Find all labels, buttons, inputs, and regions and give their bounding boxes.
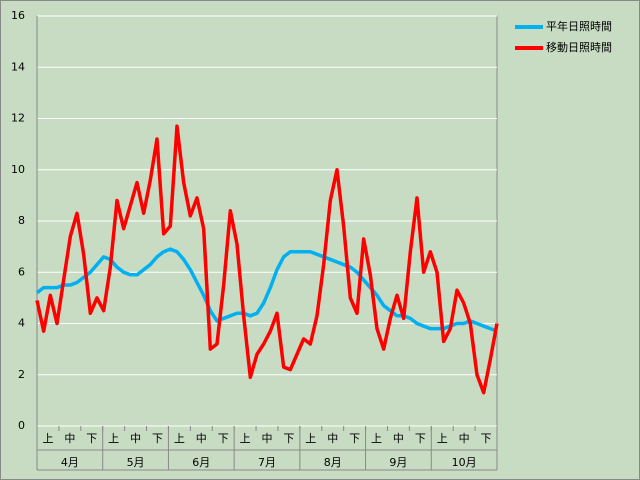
x-group-label: 6月: [192, 456, 210, 469]
x-tick-label: 中: [130, 432, 141, 445]
x-group-label: 9月: [389, 456, 407, 469]
x-tick-label: 上: [371, 432, 382, 445]
y-tick-label: 6: [18, 265, 25, 278]
x-tick-label: 下: [415, 432, 426, 445]
x-tick-label: 上: [240, 432, 251, 445]
legend-label: 平年日照時間: [546, 19, 612, 33]
x-tick-label: 下: [86, 432, 97, 445]
x-tick-label: 上: [437, 432, 448, 445]
x-group-label: 10月: [452, 456, 477, 469]
y-tick-label: 14: [11, 60, 25, 73]
x-tick-label: 上: [108, 432, 119, 445]
y-tick-label: 0: [18, 419, 25, 432]
y-tick-label: 4: [18, 317, 25, 330]
x-tick-label: 中: [393, 432, 404, 445]
x-tick-label: 下: [218, 432, 229, 445]
x-tick-label: 中: [196, 432, 207, 445]
y-tick-label: 8: [18, 214, 25, 227]
y-tick-label: 2: [18, 368, 25, 381]
x-group-label: 8月: [324, 456, 342, 469]
x-group-label: 5月: [127, 456, 145, 469]
x-group-label: 7月: [258, 456, 276, 469]
x-tick-label: 下: [481, 432, 492, 445]
x-tick-label: 中: [459, 432, 470, 445]
x-tick-label: 下: [283, 432, 294, 445]
x-group-label: 4月: [61, 456, 79, 469]
x-tick-label: 上: [305, 432, 316, 445]
x-tick-label: 中: [327, 432, 338, 445]
x-tick-label: 上: [174, 432, 185, 445]
y-tick-label: 10: [11, 163, 25, 176]
legend-label: 移動日照時間: [546, 40, 612, 54]
y-tick-label: 12: [11, 112, 25, 125]
x-tick-label: 中: [64, 432, 75, 445]
x-tick-label: 下: [349, 432, 360, 445]
x-tick-label: 中: [262, 432, 273, 445]
y-tick-label: 16: [11, 9, 25, 22]
x-tick-label: 下: [152, 432, 163, 445]
x-tick-label: 上: [42, 432, 53, 445]
line-series: [35, 247, 498, 333]
line-series: [35, 124, 499, 395]
